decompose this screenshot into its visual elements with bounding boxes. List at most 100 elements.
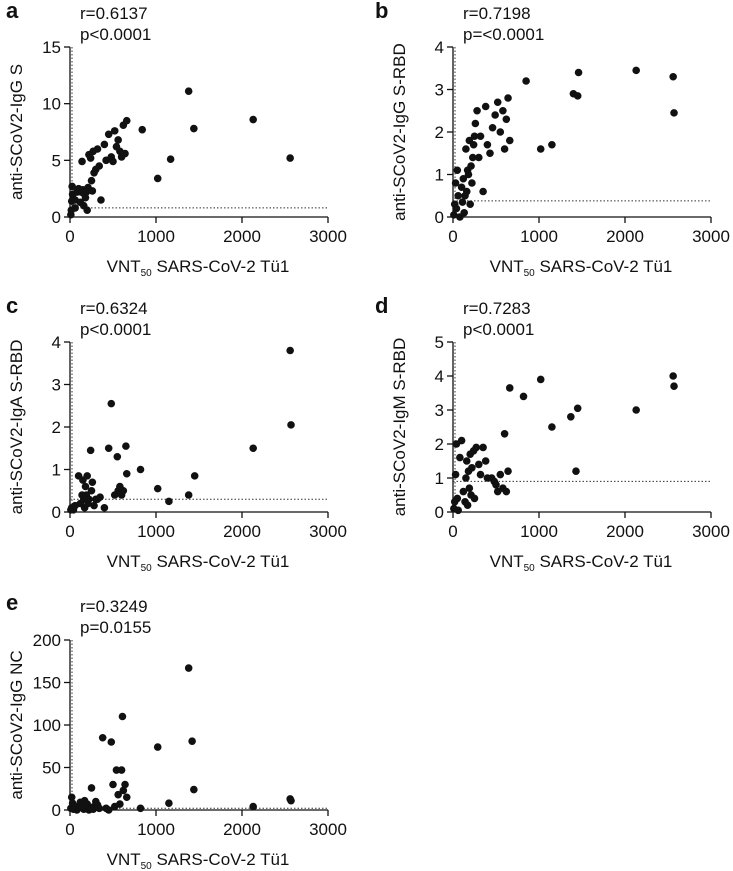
- data-point: [504, 467, 512, 476]
- x-label-rest: SARS-CoV-2 Tü1: [152, 257, 290, 276]
- data-point: [153, 484, 162, 493]
- y-tick-label: 4: [435, 367, 444, 386]
- data-point: [166, 155, 175, 163]
- data-point: [460, 208, 468, 217]
- data-point: [104, 444, 113, 453]
- y-tick-label: 15: [42, 38, 61, 57]
- data-point: [548, 423, 556, 431]
- data-point: [86, 154, 95, 162]
- data-point: [453, 494, 462, 503]
- x-tick-label: 3000: [309, 522, 347, 541]
- y-tick-label: 5: [52, 151, 61, 170]
- y-tick-label: 0: [52, 503, 61, 522]
- x-axis-label: VNT50 SARS-CoV-2 Tü1: [107, 552, 290, 574]
- data-point: [472, 443, 481, 452]
- data-point: [471, 119, 480, 128]
- data-point: [165, 799, 173, 807]
- y-tick-label: 1: [435, 469, 444, 488]
- data-point: [493, 98, 502, 107]
- x-tick-label: 3000: [692, 227, 730, 246]
- data-point: [122, 442, 130, 450]
- data-point: [71, 204, 79, 212]
- data-point: [153, 743, 162, 751]
- data-point: [486, 149, 494, 158]
- data-point: [121, 149, 129, 158]
- y-tick-label: 10: [42, 95, 61, 114]
- data-point: [88, 478, 97, 487]
- data-point: [473, 106, 481, 115]
- data-point: [462, 457, 471, 465]
- y-tick-label: 4: [52, 333, 61, 352]
- data-point: [466, 200, 475, 209]
- x-label-subscript: 50: [524, 268, 536, 279]
- correlation-r: r=0.7198: [463, 4, 531, 23]
- y-tick-label: 3: [52, 376, 61, 395]
- data-point: [67, 793, 76, 802]
- x-tick-label: 0: [65, 227, 74, 246]
- data-point: [459, 174, 468, 183]
- data-point: [119, 486, 128, 495]
- data-point: [190, 472, 199, 480]
- data-point: [95, 162, 104, 170]
- p-value: p<0.0001: [463, 320, 534, 339]
- x-tick-label: 2000: [223, 820, 261, 839]
- data-point: [184, 87, 193, 95]
- x-tick-label: 1000: [520, 227, 558, 246]
- y-tick-label: 0: [435, 208, 444, 227]
- data-point: [465, 484, 474, 493]
- data-point: [475, 460, 483, 469]
- data-point: [138, 125, 147, 134]
- data-point: [451, 179, 460, 187]
- data-point: [249, 444, 257, 453]
- data-point: [96, 493, 104, 501]
- data-point: [479, 443, 487, 452]
- data-point: [488, 123, 497, 132]
- data-point: [491, 111, 499, 119]
- y-axis-label: anti-SCoV2-IgA S-RBD: [7, 340, 26, 515]
- x-axis-label: VNT50 SARS-CoV-2 Tü1: [107, 257, 290, 279]
- panel-e: e r=0.3249 p=0.0155 anti-SCoV2-IgG NC VNT50 …: [6, 590, 347, 871]
- y-axis-label: anti-SCoV2-IgG S-RBD: [390, 43, 409, 221]
- x-tick-label: 3000: [309, 820, 347, 839]
- data-point: [287, 796, 295, 805]
- data-point: [468, 179, 476, 187]
- data-point: [86, 446, 95, 455]
- x-tick-label: 3000: [692, 522, 730, 541]
- x-label-subscript: 50: [141, 268, 153, 279]
- data-point: [500, 145, 509, 153]
- correlation-r: r=0.6324: [80, 299, 148, 318]
- data-point: [78, 157, 86, 166]
- data-point: [483, 140, 492, 149]
- data-point: [519, 392, 528, 401]
- y-tick-label: 3: [435, 401, 444, 420]
- data-point: [462, 145, 470, 153]
- data-point: [457, 183, 466, 192]
- data-point: [453, 166, 462, 175]
- x-tick-label: 2000: [606, 522, 644, 541]
- data-point: [87, 176, 96, 185]
- data-point: [114, 790, 122, 799]
- data-point: [481, 457, 490, 465]
- data-point: [450, 211, 458, 219]
- data-point: [287, 421, 295, 429]
- data-point: [107, 738, 116, 746]
- x-tick-label: 2000: [606, 227, 644, 246]
- x-tick-label: 1000: [137, 522, 175, 541]
- data-point: [548, 140, 556, 149]
- data-point: [469, 140, 478, 149]
- data-point: [90, 501, 98, 510]
- panel-letter: b: [375, 0, 388, 23]
- data-point: [505, 136, 514, 145]
- data-point: [88, 187, 97, 195]
- data-point: [110, 127, 119, 135]
- data-point: [68, 182, 76, 191]
- data-point: [83, 206, 91, 214]
- y-tick-label: 5: [435, 333, 444, 352]
- data-point: [457, 436, 466, 445]
- data-point: [121, 780, 129, 789]
- x-tick-label: 0: [448, 227, 457, 246]
- data-point: [632, 406, 640, 414]
- x-label-main: VNT: [490, 257, 524, 276]
- p-value: p<0.0001: [80, 25, 151, 44]
